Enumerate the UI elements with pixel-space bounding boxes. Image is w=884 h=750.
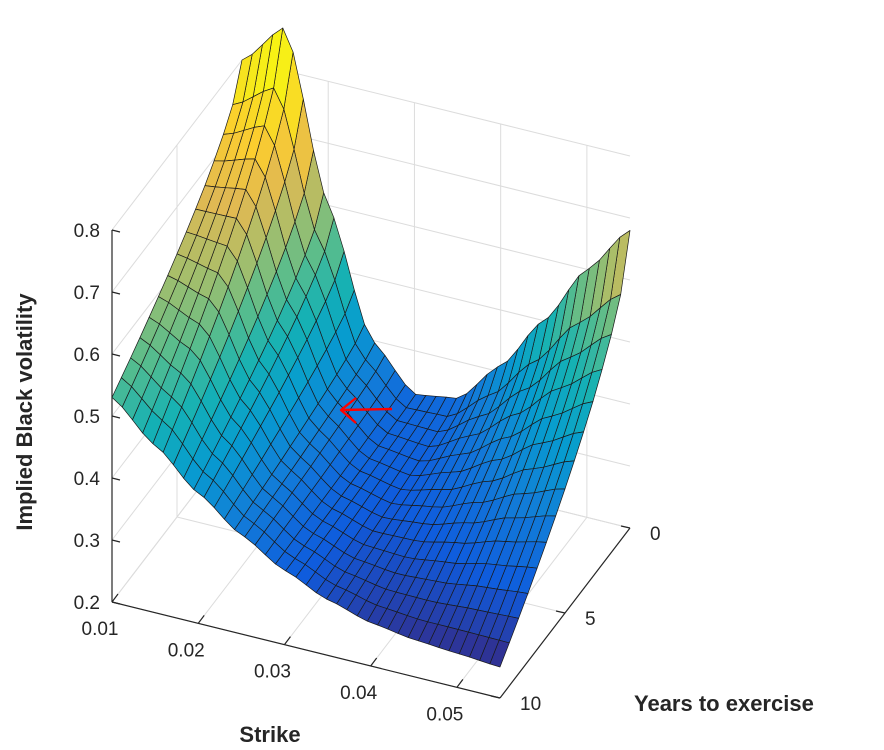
z-tick-label-6: 0.8 — [74, 221, 100, 242]
z-tick-label-0: 0.2 — [74, 593, 100, 614]
z-tick-label-1: 0.3 — [74, 531, 100, 552]
x-tick-0 — [111, 593, 119, 603]
y-tick-0 — [620, 525, 631, 529]
x-tick-label-3: 0.04 — [340, 683, 377, 704]
z-tick-1 — [111, 539, 121, 543]
z-tick-0 — [111, 601, 121, 605]
x-tick-4 — [456, 678, 464, 688]
z-tick-4 — [111, 353, 121, 357]
arrow-head — [339, 397, 357, 424]
y-tick-1 — [555, 610, 566, 614]
arrow-shaft — [341, 407, 393, 412]
tick-labels: 0.2 0.3 0.4 0.5 0.6 0.7 0.8 0.01 0.02 0.03 0.04 0.0… — [74, 221, 661, 725]
volatility-surface — [111, 27, 631, 668]
z-tick-5 — [111, 291, 121, 295]
x-tick-label-2: 0.03 — [254, 662, 291, 683]
z-tick-6 — [111, 229, 121, 233]
z-tick-label-5: 0.7 — [74, 283, 100, 304]
z-tick-label-4: 0.6 — [74, 345, 100, 366]
y-tick-2 — [490, 695, 501, 699]
x-axis-label: Strike — [239, 722, 300, 747]
y-tick-label-1: 5 — [585, 609, 596, 630]
x-tick-2 — [283, 636, 291, 646]
surface-cell-0-13 — [111, 377, 132, 408]
x-tick-label-1: 0.02 — [168, 640, 205, 661]
x-tick-label-0: 0.01 — [82, 619, 119, 640]
z-tick-label-3: 0.5 — [74, 407, 100, 428]
x-tick-1 — [197, 614, 205, 624]
y-axis-label: Years to exercise — [634, 691, 814, 716]
x-axis-line — [111, 601, 501, 699]
tick-marks — [111, 229, 631, 699]
x-tick-label-4: 0.05 — [426, 704, 463, 725]
grid-line-z-6 — [241, 59, 631, 157]
z-axis-label: Implied Black volatility — [12, 293, 37, 531]
red-arrow-annotation — [339, 397, 393, 424]
z-tick-2 — [111, 477, 121, 481]
z-tick-label-2: 0.4 — [74, 469, 101, 490]
z-tick-3 — [111, 415, 121, 419]
y-tick-label-0: 0 — [650, 524, 661, 545]
x-tick-3 — [370, 657, 378, 667]
y-tick-label-2: 10 — [520, 694, 541, 715]
